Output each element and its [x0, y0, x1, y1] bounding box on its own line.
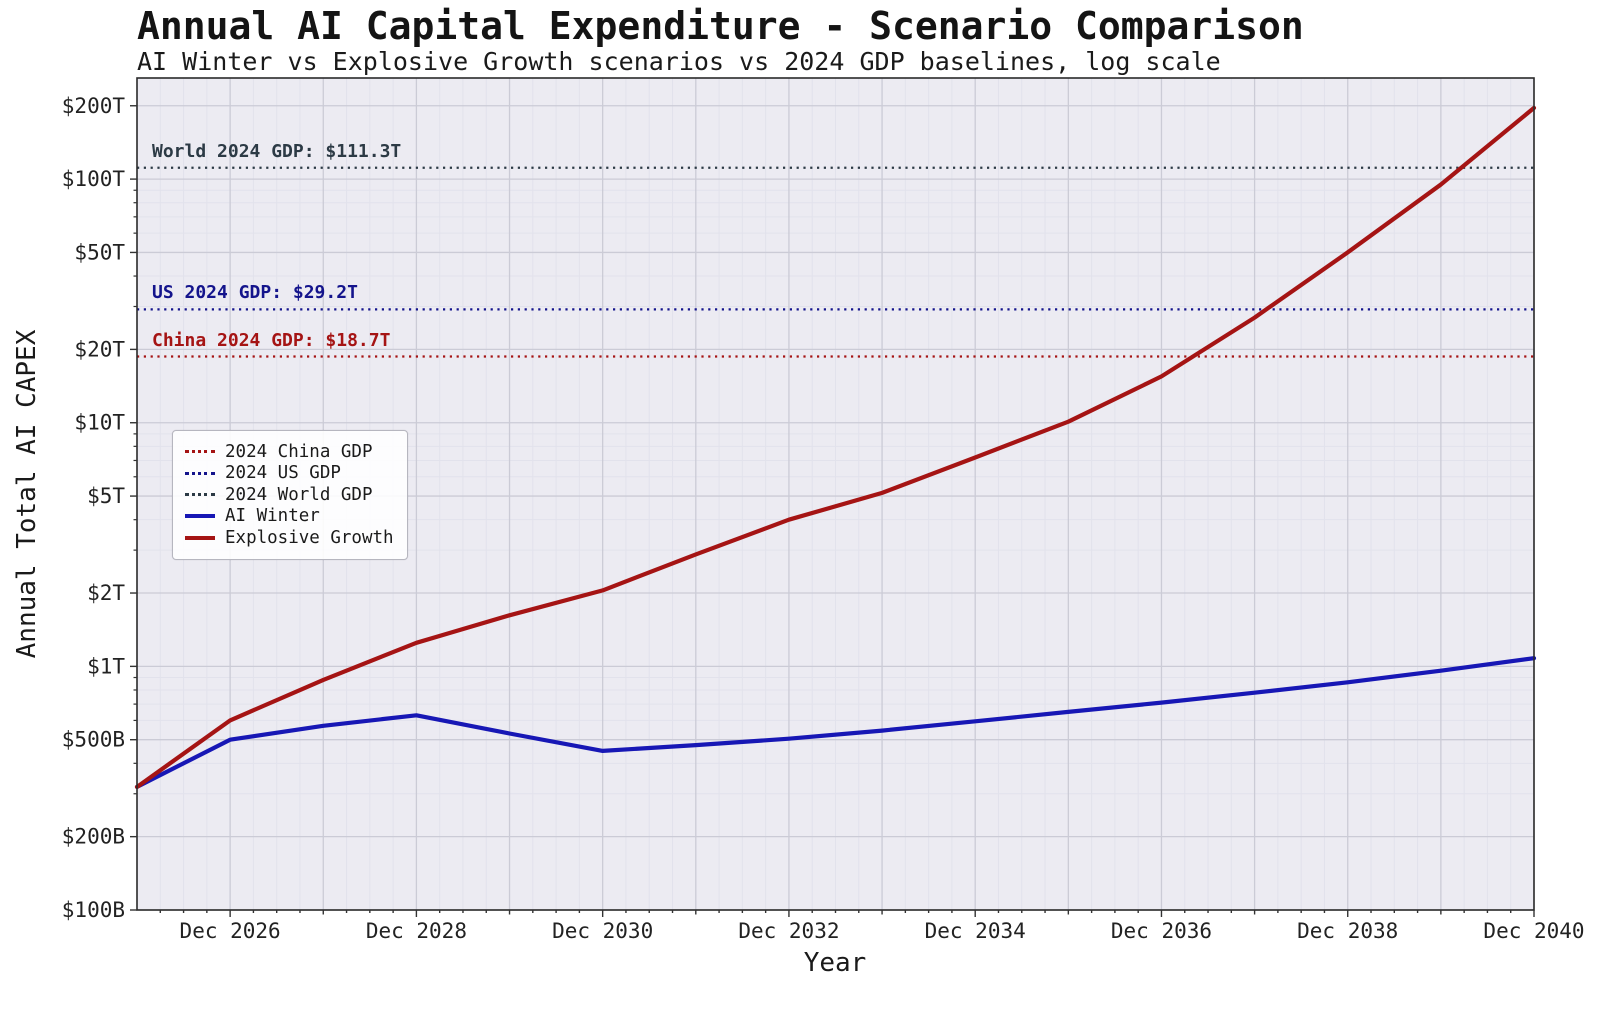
svg-text:$100B: $100B [62, 898, 125, 922]
svg-text:$2T: $2T [87, 581, 125, 605]
svg-text:Dec 2036: Dec 2036 [1111, 919, 1212, 943]
world-gdp-baseline-label: World 2024 GDP: $111.3T [152, 140, 402, 162]
svg-text:$200B: $200B [62, 825, 125, 849]
svg-text:$20T: $20T [74, 337, 125, 361]
y-axis-label: Annual Total AI CAPEX [12, 329, 42, 659]
legend-item-china-gdp: 2024 China GDP [185, 441, 395, 463]
svg-text:$1T: $1T [87, 654, 125, 678]
legend-item-ai-winter: AI Winter [185, 506, 395, 528]
svg-text:$200T: $200T [62, 94, 126, 118]
x-axis-label: Year [803, 948, 867, 978]
legend-item-label: 2024 World GDP [225, 484, 373, 505]
dotted-line-swatch [185, 471, 215, 475]
legend-item-explosive-growth: Explosive Growth [185, 527, 395, 549]
chart-subtitle: AI Winter vs Explosive Growth scenarios … [137, 47, 1221, 76]
us-gdp-baseline-label: US 2024 GDP: $29.2T [152, 282, 358, 304]
legend-item-label: Explosive Growth [225, 527, 394, 548]
svg-text:$50T: $50T [74, 240, 125, 264]
svg-text:$10T: $10T [74, 411, 125, 435]
svg-text:Dec 2030: Dec 2030 [552, 919, 653, 943]
svg-text:$100T: $100T [62, 167, 126, 191]
legend-item-label: 2024 US GDP [225, 463, 341, 484]
svg-text:Dec 2028: Dec 2028 [366, 919, 467, 943]
dotted-line-swatch [185, 450, 215, 454]
china-gdp-baseline-label: China 2024 GDP: $18.7T [152, 329, 391, 351]
svg-text:Dec 2026: Dec 2026 [180, 919, 281, 943]
chart-title: Annual AI Capital Expenditure - Scenario… [137, 4, 1304, 48]
svg-text:Dec 2040: Dec 2040 [1483, 919, 1584, 943]
legend-item-world-gdp: 2024 World GDP [185, 484, 395, 506]
svg-text:$500B: $500B [62, 728, 125, 752]
legend-item-label: AI Winter [225, 506, 320, 527]
legend-item-label: 2024 China GDP [225, 441, 373, 462]
solid-line-swatch [185, 535, 215, 540]
dotted-line-swatch [185, 493, 215, 497]
svg-text:Dec 2038: Dec 2038 [1297, 919, 1398, 943]
svg-text:Dec 2034: Dec 2034 [925, 919, 1026, 943]
svg-text:$5T: $5T [87, 484, 125, 508]
legend-item-us-gdp: 2024 US GDP [185, 463, 395, 485]
solid-line-swatch [185, 514, 215, 519]
legend: 2024 China GDP 2024 US GDP 2024 World GD… [172, 430, 408, 560]
svg-text:Dec 2032: Dec 2032 [738, 919, 839, 943]
